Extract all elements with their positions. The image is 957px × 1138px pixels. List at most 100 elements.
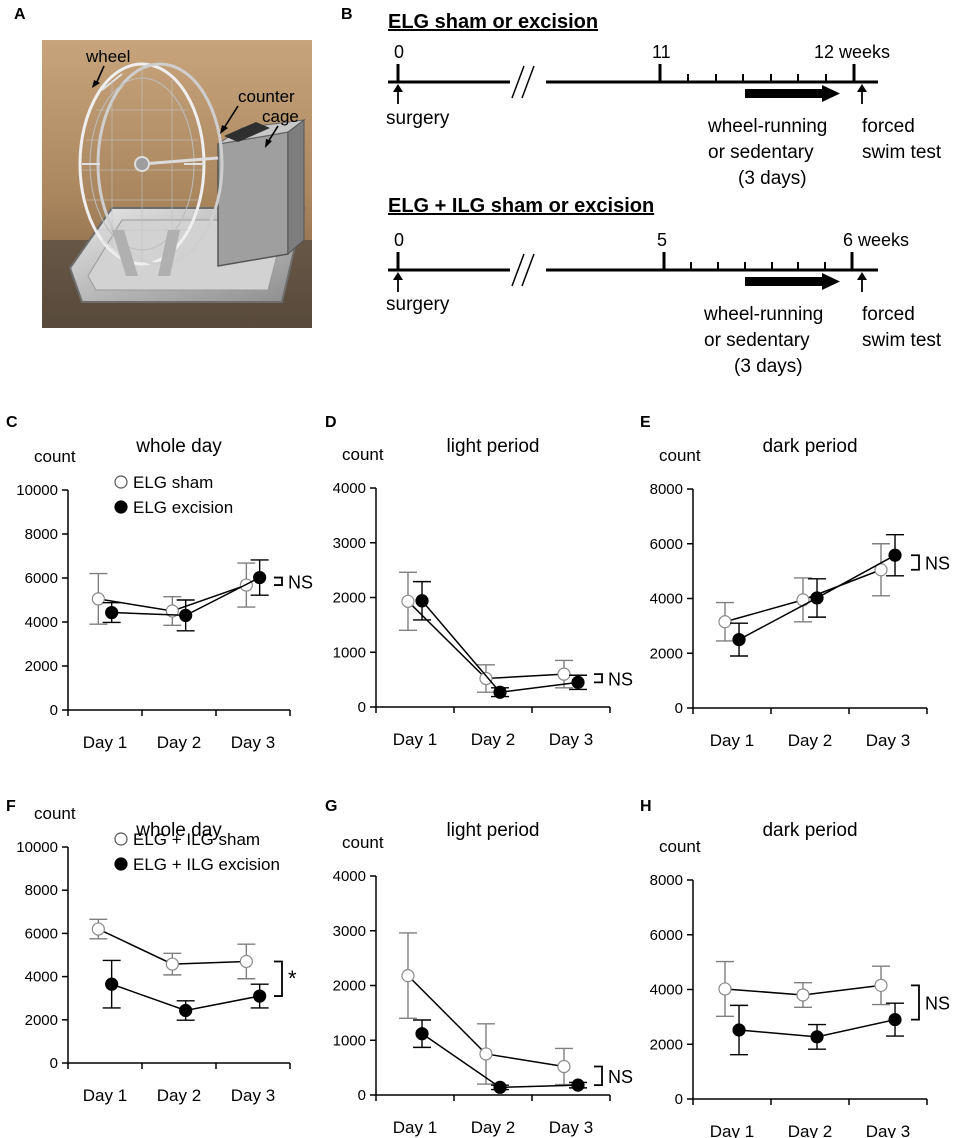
significance-label: *: [288, 966, 297, 991]
data-point-sham: [479, 671, 493, 686]
x-tick-label: Day 2: [157, 1086, 201, 1105]
x-tick-label: Day 2: [788, 1122, 832, 1138]
data-point-sham: [557, 667, 571, 681]
y-tick-label: 4000: [25, 614, 58, 631]
y-tick-label: 8000: [650, 872, 683, 889]
timeline-exp1-fst-1: forced: [862, 116, 915, 137]
timeline-exp1-fst-2: swim test: [862, 142, 942, 163]
y-tick-label: 1000: [333, 644, 366, 661]
series-line-excision: [421, 1033, 579, 1089]
timeline-exp2-wheel-bar: [745, 277, 823, 286]
data-point-excision: [179, 1003, 193, 1018]
data-point-sham: [91, 922, 105, 936]
y-tick-label: 0: [50, 702, 58, 719]
chart-e-dark-period-elg: dark period count 0 2000 4000 6000 8000 Day 1 Da…: [650, 436, 950, 750]
timeline-exp1-wheel-3: (3 days): [738, 168, 807, 189]
timeline-exp2-surgery: surgery: [386, 294, 450, 315]
legend-marker: [114, 475, 128, 489]
y-tick-label: 8000: [650, 481, 683, 498]
y-tick-label: 6000: [650, 536, 683, 553]
experiment-timeline: ELG sham or excision 0 11 12 weeks surge…: [386, 11, 942, 377]
x-tick-label: Day 1: [710, 731, 754, 750]
y-tick-label: 6000: [25, 925, 58, 942]
y-tick-label: 0: [358, 699, 366, 716]
data-point-sham: [796, 593, 810, 607]
significance-label: NS: [608, 1067, 633, 1087]
timeline-exp2: ELG + ILG sham or excision 0 5 6 weeks s…: [386, 195, 942, 377]
y-tick-label: 6000: [25, 570, 58, 587]
y-tick-label: 3000: [333, 535, 366, 552]
y-axis-label: count: [342, 833, 384, 852]
timeline-exp2-wheel-3: (3 days): [734, 356, 803, 377]
y-tick-label: 6000: [650, 927, 683, 944]
data-point-excision: [810, 591, 824, 605]
timeline-exp1-surgery-arrow: [393, 84, 403, 92]
data-point-sham: [557, 1059, 571, 1074]
y-tick-label: 0: [358, 1087, 366, 1104]
y-tick-label: 8000: [25, 526, 58, 543]
timeline-exp2-wheel-2: or sedentary: [704, 330, 810, 351]
x-tick-label: Day 1: [83, 733, 127, 752]
data-point-sham: [718, 982, 732, 996]
timeline-exp2-t0: 0: [394, 230, 404, 250]
significance-label: NS: [925, 994, 950, 1014]
x-tick-label: Day 2: [157, 733, 201, 752]
running-wheel-photo: wheel counter cage: [42, 40, 312, 328]
data-point-excision: [888, 1013, 902, 1027]
chart-title: light period: [447, 436, 540, 457]
data-point-excision: [253, 570, 267, 585]
data-point-excision: [810, 1030, 824, 1044]
timeline-exp2-wheel-1: wheel-running: [703, 304, 823, 325]
timeline-exp2-tmid: 5: [657, 230, 667, 250]
panel-label-a: A: [14, 6, 26, 23]
counter-device: [224, 122, 270, 142]
y-axis-label: count: [34, 804, 76, 823]
y-tick-label: 2000: [333, 590, 366, 607]
x-tick-label: Day 3: [866, 731, 910, 750]
y-tick-label: 2000: [650, 1036, 683, 1053]
chart-title: whole day: [135, 820, 222, 841]
y-axis-label: count: [659, 446, 701, 465]
timeline-exp1-heading: ELG sham or excision: [388, 11, 598, 33]
y-tick-label: 10000: [16, 839, 58, 856]
significance-bracket: [594, 673, 603, 684]
panel-label-b: B: [341, 6, 353, 23]
y-tick-label: 8000: [25, 882, 58, 899]
y-tick-label: 10000: [16, 482, 58, 499]
photo-counter-label: counter: [238, 87, 295, 106]
data-point-sham: [401, 594, 415, 608]
y-axis-label: count: [34, 447, 76, 466]
y-axis-label: count: [659, 837, 701, 856]
y-tick-label: 4000: [650, 591, 683, 608]
y-tick-label: 2000: [333, 978, 366, 995]
data-point-excision: [732, 632, 746, 647]
photo-wheel-label: wheel: [85, 47, 130, 66]
data-point-sham: [796, 988, 810, 1002]
chart-title: light period: [447, 820, 540, 841]
x-tick-label: Day 3: [231, 733, 275, 752]
chart-d-light-period-elg: light period count 0 1000 2000 3000 4000 Day 1 D…: [333, 436, 633, 749]
timeline-exp2-tend: 6 weeks: [843, 230, 909, 250]
timeline-exp2-heading: ELG + ILG sham or excision: [388, 195, 654, 217]
legend-label: ELG + ILG excision: [133, 855, 280, 874]
significance-bracket: [274, 576, 283, 586]
data-point-sham: [165, 604, 179, 618]
photo-cage-label: cage: [262, 107, 299, 126]
x-tick-label: Day 2: [471, 730, 515, 749]
data-point-sham: [165, 957, 179, 971]
x-tick-label: Day 2: [471, 1118, 515, 1137]
data-point-excision: [253, 989, 267, 1003]
chart-title: dark period: [762, 436, 857, 457]
timeline-exp1-fst-arrow: [857, 84, 867, 92]
timeline-exp1-wheel-bar: [745, 89, 823, 98]
data-point-excision: [888, 548, 902, 562]
data-point-sham: [718, 615, 732, 629]
chart-g-light-period-elg-ilg: light period count 0 1000 2000 3000 4000 Day 1 D…: [333, 820, 633, 1137]
legend-marker: [114, 857, 128, 871]
chart-c-whole-day-elg: whole day count 0 2000 4000 6000 8000 10000 Day …: [16, 436, 313, 752]
y-tick-label: 2000: [25, 658, 58, 675]
y-axis-label: count: [342, 445, 384, 464]
wheel-drawing: [78, 62, 224, 266]
significance-bracket: [274, 960, 283, 997]
chart-f-whole-day-elg-ilg: whole day count 0 2000 4000 6000 8000 10000 Day …: [16, 804, 297, 1105]
